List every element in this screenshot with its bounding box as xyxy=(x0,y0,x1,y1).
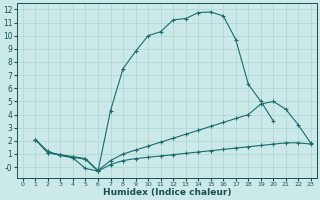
X-axis label: Humidex (Indice chaleur): Humidex (Indice chaleur) xyxy=(103,188,231,197)
